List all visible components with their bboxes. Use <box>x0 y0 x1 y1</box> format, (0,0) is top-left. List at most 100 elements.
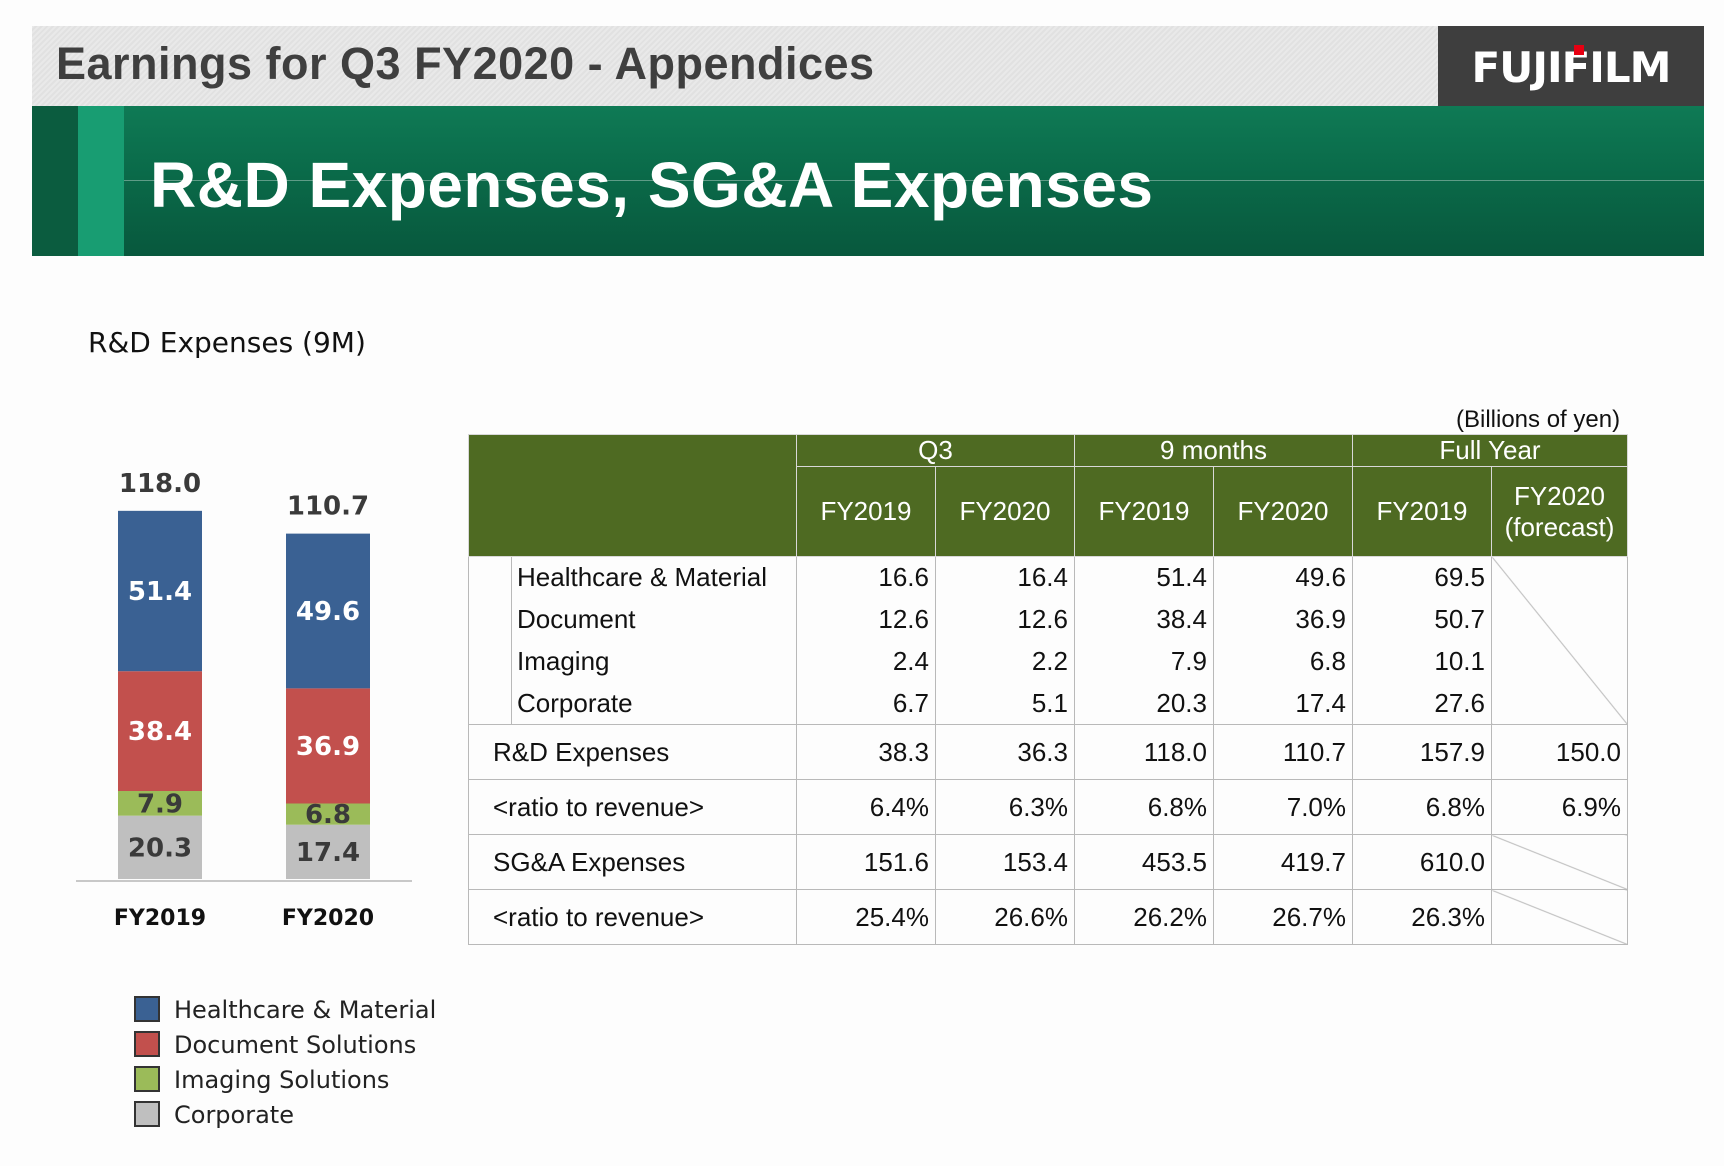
table-cell: 38.3 <box>796 724 936 780</box>
bar-segment-healthcare-material <box>286 533 370 689</box>
row-label: R&D Expenses <box>468 724 797 780</box>
table-corner-header <box>468 434 797 557</box>
legend-item-corporate: Corporate <box>134 1101 294 1129</box>
row-label: <ratio to revenue> <box>468 779 797 835</box>
table-row: R&D Expenses 38.3 36.3 118.0 110.7 157.9 150.0 <box>468 724 1628 780</box>
table-cell: 50.7 <box>1352 598 1492 641</box>
table-row: Document 12.6 12.6 38.4 36.9 50.7 <box>468 598 1628 641</box>
group-header-full-year: Full Year <box>1352 434 1628 467</box>
table-cell: 27.6 <box>1352 682 1492 725</box>
bar-segment-imaging-solutions <box>118 791 202 816</box>
table-cell: 157.9 <box>1352 724 1492 780</box>
logo-red-dot <box>1574 45 1584 55</box>
table-cell: 7.9 <box>1074 640 1214 683</box>
x-tick-label: FY2020 <box>282 906 374 931</box>
bar-segment-healthcare-material <box>118 510 202 672</box>
table-row: Imaging 2.4 2.2 7.9 6.8 10.1 <box>468 640 1628 683</box>
table-row: <ratio to revenue> 25.4% 26.6% 26.2% 26.7% 26… <box>468 889 1628 945</box>
table-group-header-row: Q3 9 months Full Year <box>468 434 1628 557</box>
legend-swatch-healthcare <box>134 996 160 1022</box>
table-row: <ratio to revenue> 6.4% 6.3% 6.8% 7.0% 6.8% 6.… <box>468 779 1628 835</box>
data-label: 20.3 <box>128 833 192 863</box>
table-cell: 10.1 <box>1352 640 1492 683</box>
column-header: FY2020 (forecast) <box>1491 466 1628 557</box>
bar-segment-document-solutions <box>286 688 370 804</box>
table-cell: 26.6% <box>935 889 1075 945</box>
column-header: FY2019 <box>796 466 936 557</box>
table-cell: 151.6 <box>796 834 936 890</box>
table-cell: 419.7 <box>1213 834 1353 890</box>
data-label: 38.4 <box>128 717 192 747</box>
table-cell: 2.4 <box>796 640 936 683</box>
table-cell: 5.1 <box>935 682 1075 725</box>
legend-swatch-corporate <box>134 1101 160 1127</box>
group-header-9months: 9 months <box>1074 434 1353 467</box>
legend-label: Imaging Solutions <box>174 1066 390 1094</box>
bar-segment-corporate <box>286 824 370 879</box>
table-cell: 17.4 <box>1213 682 1353 725</box>
table-cell: 16.6 <box>796 556 936 599</box>
row-label: Corporate <box>468 682 797 725</box>
column-header: FY2019 <box>1352 466 1492 557</box>
section-title: R&D Expenses, SG&A Expenses <box>150 149 1154 221</box>
total-label: 118.0 <box>119 469 201 499</box>
table-cell: 26.3% <box>1352 889 1492 945</box>
legend-item-document: Document Solutions <box>134 1031 416 1059</box>
legend-item-healthcare: Healthcare & Material <box>134 996 436 1024</box>
table-cell: 453.5 <box>1074 834 1214 890</box>
x-tick-label: FY2019 <box>114 906 206 931</box>
table-cell: 610.0 <box>1352 834 1492 890</box>
page-title: Earnings for Q3 FY2020 - Appendices <box>56 38 875 89</box>
table-cell: 6.8 <box>1213 640 1353 683</box>
column-header: FY2019 <box>1074 466 1214 557</box>
row-label: <ratio to revenue> <box>468 889 797 945</box>
table-row: Healthcare & Material 16.6 16.4 51.4 49.6 69.… <box>468 556 1628 725</box>
table-cell: 6.8% <box>1074 779 1214 835</box>
row-label: SG&A Expenses <box>468 834 797 890</box>
row-label: Healthcare & Material <box>468 556 797 599</box>
column-header: FY2020 <box>1213 466 1353 557</box>
bar-segment-corporate <box>118 815 202 879</box>
total-rows: R&D Expenses 38.3 36.3 118.0 110.7 157.9 150.0… <box>468 724 1628 945</box>
band-stripe-dark <box>32 106 78 256</box>
table-cell: 20.3 <box>1074 682 1214 725</box>
row-label: Document <box>468 598 797 641</box>
table-cell: 118.0 <box>1074 724 1214 780</box>
table-row: SG&A Expenses 151.6 153.4 453.5 419.7 610.0 <box>468 834 1628 890</box>
table-cell: 12.6 <box>796 598 936 641</box>
table-cell: 26.2% <box>1074 889 1214 945</box>
bar-segment-imaging-solutions <box>286 803 370 825</box>
band-divider <box>124 180 1704 181</box>
band-stripe-light <box>78 106 124 256</box>
table-cell: 69.5 <box>1352 556 1492 599</box>
table-cell: 2.2 <box>935 640 1075 683</box>
total-label: 110.7 <box>287 492 369 522</box>
diagonal-empty-cell <box>1491 834 1628 890</box>
legend-item-imaging: Imaging Solutions <box>134 1066 389 1094</box>
chart-title: R&D Expenses (9M) <box>88 326 366 359</box>
header-bar <box>32 26 1438 106</box>
data-label: 6.8 <box>305 800 351 830</box>
diagonal-empty-cell <box>1491 889 1628 945</box>
legend-swatch-document <box>134 1031 160 1057</box>
table-cell: 6.9% <box>1491 779 1628 835</box>
table-cell: 38.4 <box>1074 598 1214 641</box>
data-label: 17.4 <box>296 838 360 868</box>
logo-wordmark: FUJIFILM <box>1471 43 1672 92</box>
group-header-q3: Q3 <box>796 434 1075 467</box>
table-cell: 110.7 <box>1213 724 1353 780</box>
legend-label: Document Solutions <box>174 1031 417 1059</box>
legend-swatch-imaging <box>134 1066 160 1092</box>
data-label: 7.9 <box>137 789 183 819</box>
title-band <box>32 106 1704 256</box>
rd-stacked-bar-chart: 20.3 7.9 38.4 51.4 118.0 FY2019 17.4 6.8 36.9 49.… <box>76 469 412 931</box>
diagonal-empty-cell <box>1491 556 1628 725</box>
table-cell: 7.0% <box>1213 779 1353 835</box>
table-cell: 36.3 <box>935 724 1075 780</box>
data-label: 51.4 <box>128 577 192 607</box>
table-cell: 6.8% <box>1352 779 1492 835</box>
table-cell: 16.4 <box>935 556 1075 599</box>
table-cell: 36.9 <box>1213 598 1353 641</box>
table-cell: 26.7% <box>1213 889 1353 945</box>
table-row: Corporate 6.7 5.1 20.3 17.4 27.6 <box>468 682 1628 725</box>
